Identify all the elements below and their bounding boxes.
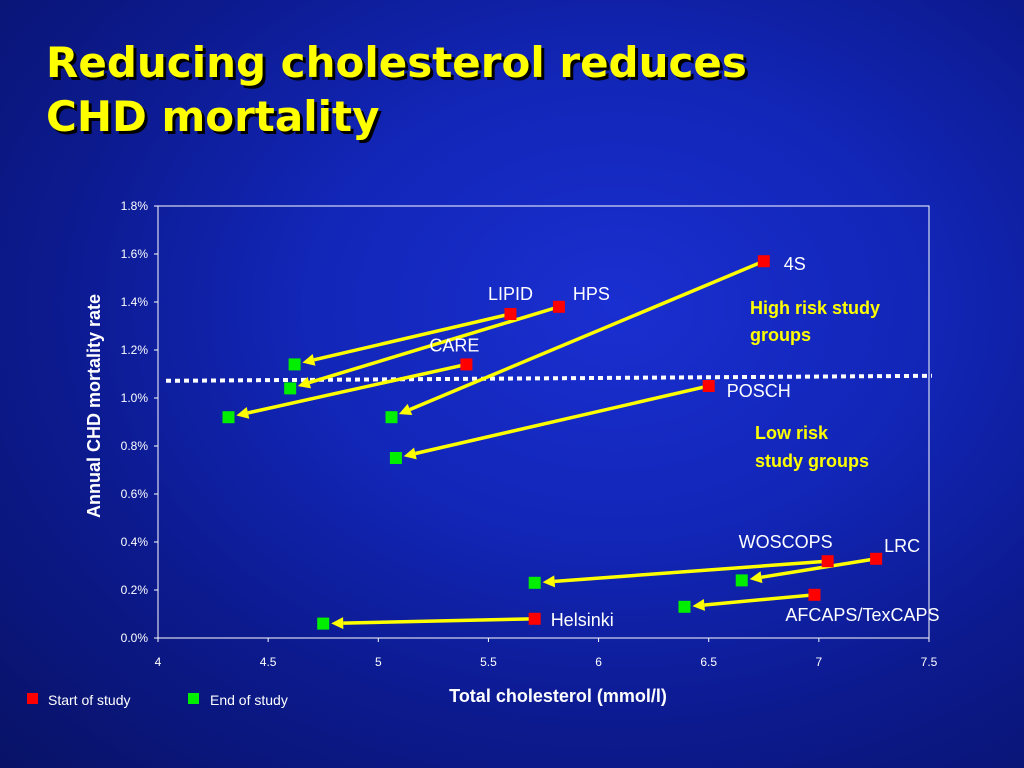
study-label: LIPID: [488, 284, 533, 304]
y-axis-ticks: 0.0% 0.2% 0.4% 0.6% 0.8% 1.0% 1.2% 1.4% 1.6% 1.8%: [121, 199, 158, 645]
slide-title-line1: Reducing cholesterol reduces: [46, 38, 747, 87]
study-arrow-shaft: [343, 616, 539, 625]
x-tick-label: 6: [595, 655, 602, 669]
x-tick-label: 5.5: [480, 655, 497, 669]
start-of-study-point: [504, 308, 517, 320]
study-arrow-shaft: [704, 592, 819, 607]
legend-start-swatch: [27, 693, 38, 704]
risk-threshold-line: [165, 373, 933, 383]
study-labels: 4S LIPID HPS CARE POSCH WOSCOPS LRC AFCAPS/TexC…: [429, 254, 939, 630]
study-arrow-head: [331, 617, 344, 630]
study-arrow-head: [297, 376, 312, 389]
x-tick-label: 7.5: [921, 655, 938, 669]
study-label: 4S: [784, 254, 806, 274]
y-axis-title: Annual CHD mortality rate: [84, 294, 104, 518]
study-label: LRC: [884, 536, 920, 556]
start-of-study-point: [757, 255, 770, 268]
x-axis-title: Total cholesterol (mmol/l): [449, 686, 667, 706]
start-of-study-point: [702, 380, 715, 392]
legend-end-swatch: [188, 693, 199, 704]
y-tick-label: 0.2%: [121, 583, 149, 597]
study-points: [222, 255, 883, 630]
study-arrow-head: [749, 571, 763, 584]
start-of-study-point: [870, 552, 883, 565]
slide-title-line2: CHD mortality: [46, 92, 380, 141]
end-of-study-point: [385, 411, 398, 424]
y-tick-label: 1.8%: [121, 199, 149, 213]
study-arrow-head: [542, 575, 556, 588]
annotation-high-risk-line2: groups: [750, 325, 811, 345]
x-tick-label: 4.5: [260, 655, 277, 669]
study-label: Helsinki: [551, 610, 614, 630]
study-arrow-shaft: [554, 559, 832, 584]
y-tick-label: 0.6%: [121, 487, 149, 501]
start-of-study-point: [552, 300, 565, 313]
study-label: WOSCOPS: [739, 532, 833, 552]
study-arrow-shaft: [247, 361, 471, 415]
plot-area-frame: [157, 205, 930, 639]
end-of-study-point: [389, 452, 402, 464]
study-label: HPS: [573, 284, 610, 304]
annotation-low-risk-line2: study groups: [755, 451, 869, 471]
study-arrow-shaft: [308, 303, 564, 385]
y-tick-label: 1.4%: [121, 295, 149, 309]
end-of-study-point: [528, 576, 541, 589]
legend-end-label: End of study: [210, 692, 288, 708]
end-of-study-point: [284, 382, 297, 395]
start-of-study-point: [460, 358, 473, 371]
x-tick-label: 6.5: [700, 655, 717, 669]
study-label: AFCAPS/TexCAPS: [785, 605, 939, 625]
study-label: POSCH: [727, 381, 791, 401]
end-of-study-point: [222, 411, 235, 424]
study-arrow-head: [302, 354, 316, 366]
study-arrow-head: [236, 407, 250, 419]
study-arrow-shaft: [415, 383, 714, 456]
y-tick-label: 0.0%: [121, 631, 149, 645]
slide-title: Reducing cholesterol reduces CHD mortali…: [46, 36, 946, 144]
start-of-study-point: [808, 588, 821, 601]
annotation-low-risk-line1: Low risk: [755, 423, 829, 443]
study-arrows: [236, 258, 881, 630]
y-tick-label: 1.2%: [121, 343, 149, 357]
end-of-study-point: [678, 600, 691, 613]
y-tick-label: 1.6%: [121, 247, 149, 261]
study-arrow-shaft: [313, 311, 515, 362]
end-of-study-point: [288, 358, 301, 371]
x-tick-label: 5: [375, 655, 382, 669]
x-tick-label: 4: [155, 655, 162, 669]
end-of-study-point: [317, 617, 330, 630]
study-arrow-head: [398, 403, 413, 416]
x-axis-ticks: 4 4.5 5 5.5 6 6.5 7 7.5: [155, 638, 938, 669]
legend-start-label: Start of study: [48, 692, 130, 708]
study-arrow-shaft: [761, 556, 881, 579]
study-arrow-shaft: [409, 258, 769, 412]
legend: Start of study End of study: [27, 692, 288, 708]
y-tick-label: 0.4%: [121, 535, 149, 549]
study-arrow-head: [403, 447, 417, 460]
study-arrow-head: [692, 598, 705, 611]
annotation-high-risk-line1: High risk study: [750, 298, 880, 318]
start-of-study-point: [528, 612, 541, 625]
y-tick-label: 0.8%: [121, 439, 149, 453]
end-of-study-point: [735, 574, 748, 587]
start-of-study-point: [821, 555, 834, 568]
y-tick-label: 1.0%: [121, 391, 149, 405]
x-tick-label: 7: [816, 655, 823, 669]
study-label: CARE: [429, 335, 479, 355]
